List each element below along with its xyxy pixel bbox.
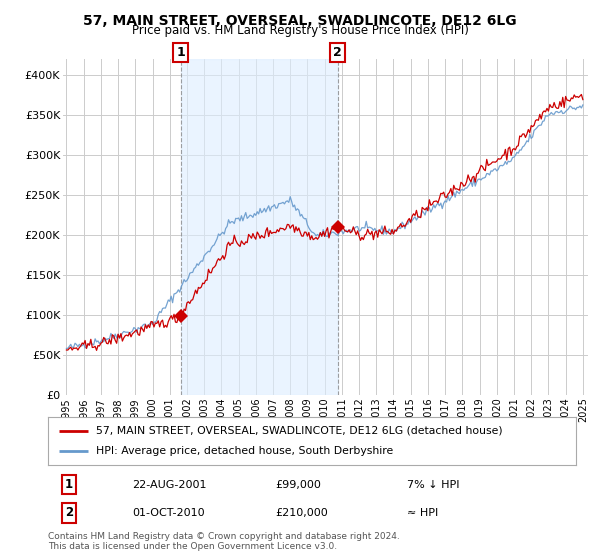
Text: 57, MAIN STREET, OVERSEAL, SWADLINCOTE, DE12 6LG (detached house): 57, MAIN STREET, OVERSEAL, SWADLINCOTE, … [95, 426, 502, 436]
Text: 22-AUG-2001: 22-AUG-2001 [133, 479, 207, 489]
Text: £99,000: £99,000 [275, 479, 321, 489]
Text: 2: 2 [65, 506, 73, 519]
Text: 01-OCT-2010: 01-OCT-2010 [133, 508, 205, 518]
Bar [181, 59, 338, 395]
Text: 57, MAIN STREET, OVERSEAL, SWADLINCOTE, DE12 6LG: 57, MAIN STREET, OVERSEAL, SWADLINCOTE, … [83, 14, 517, 28]
Text: Price paid vs. HM Land Registry's House Price Index (HPI): Price paid vs. HM Land Registry's House … [131, 24, 469, 37]
Text: 7% ↓ HPI: 7% ↓ HPI [407, 479, 460, 489]
Text: ≈ HPI: ≈ HPI [407, 508, 438, 518]
Text: 2: 2 [333, 46, 342, 59]
Text: Contains HM Land Registry data © Crown copyright and database right 2024.
This d: Contains HM Land Registry data © Crown c… [48, 532, 400, 552]
Text: HPI: Average price, detached house, South Derbyshire: HPI: Average price, detached house, Sout… [95, 446, 393, 456]
Text: 1: 1 [176, 46, 185, 59]
Text: £210,000: £210,000 [275, 508, 328, 518]
Text: 1: 1 [65, 478, 73, 491]
